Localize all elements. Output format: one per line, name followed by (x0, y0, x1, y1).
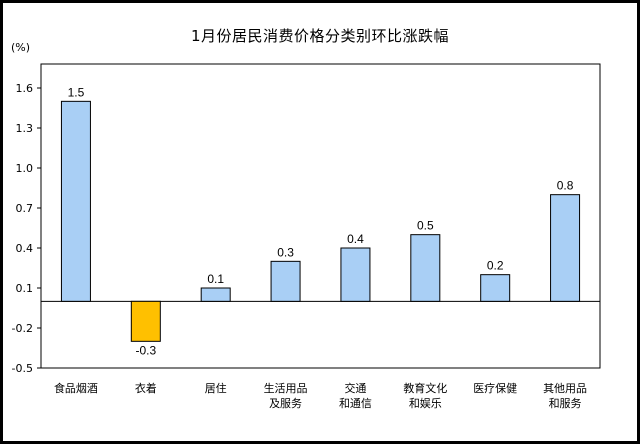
category-label: 其他用品 (543, 382, 587, 395)
y-tick-label: 1.0 (16, 162, 34, 175)
data-label: 0.3 (277, 245, 294, 259)
bar (130, 300, 161, 342)
plot-area-border (40, 63, 601, 369)
y-tick-label: 0.1 (16, 282, 34, 295)
data-label: 0.2 (487, 259, 504, 273)
bar (200, 287, 231, 302)
chart-title: 1月份居民消费价格分类别环比涨跌幅 (190, 27, 450, 45)
category-label: 和娱乐 (409, 396, 442, 410)
category-label: 教育文化 (403, 381, 447, 395)
bar (550, 194, 581, 302)
category-label: 交通 (344, 381, 366, 395)
data-label: 0.1 (207, 272, 224, 286)
category-label: 生活用品 (264, 381, 308, 395)
y-tick-label: -0.2 (12, 322, 33, 335)
data-label: 0.5 (417, 219, 434, 233)
data-label: -0.3 (135, 343, 156, 357)
y-axis-unit-label: (%) (11, 41, 31, 54)
category-label: 居住 (205, 381, 227, 395)
category-label: 和服务 (549, 397, 582, 410)
bar (410, 234, 441, 302)
y-tick-label: 0.7 (16, 202, 34, 215)
category-label: 食品烟酒 (54, 381, 98, 395)
category-label: 医疗保健 (473, 381, 517, 395)
y-tick-label: 1.3 (16, 122, 34, 135)
bar (340, 247, 371, 302)
category-label: 和通信 (339, 397, 372, 410)
bar (60, 100, 91, 302)
y-tick-label: -0.5 (12, 362, 33, 375)
y-tick-label: 1.6 (16, 82, 34, 95)
bar (480, 274, 511, 302)
category-label: 及服务 (269, 397, 302, 410)
data-label: 1.5 (68, 85, 85, 99)
data-label: 0.8 (557, 179, 574, 193)
category-label: 衣着 (135, 381, 157, 395)
bar (270, 260, 301, 302)
y-tick-label: 0.4 (16, 242, 34, 255)
data-label: 0.4 (347, 232, 364, 246)
